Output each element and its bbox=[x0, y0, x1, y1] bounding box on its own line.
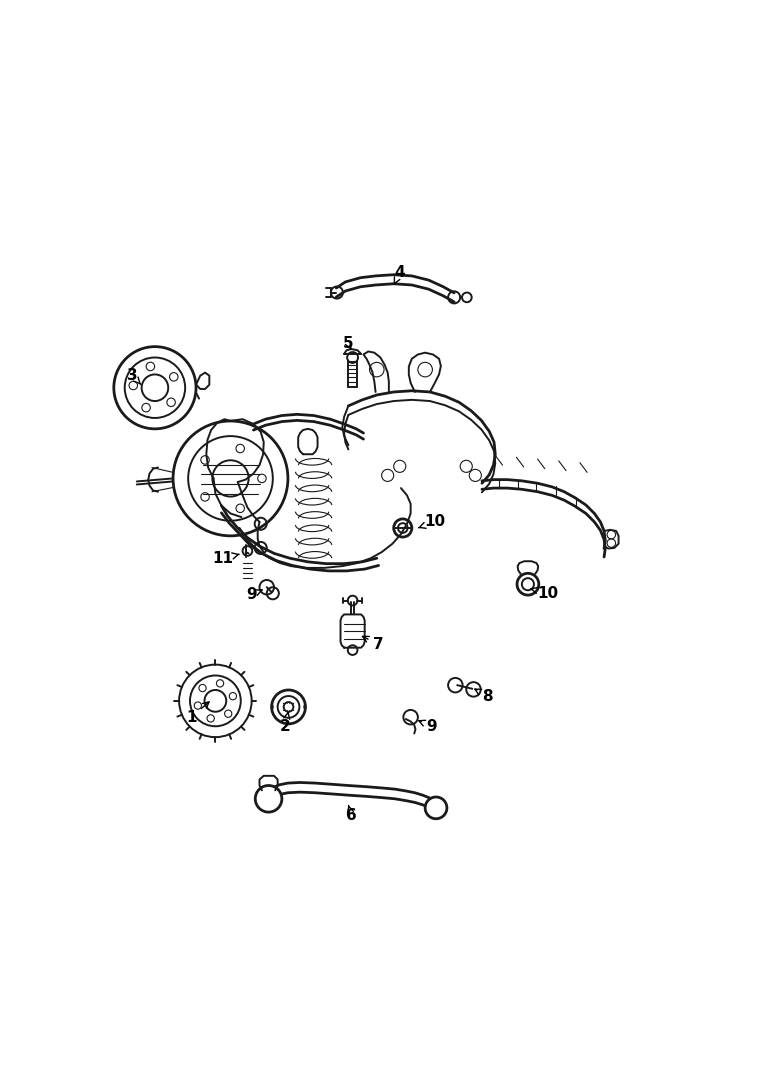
Text: 1: 1 bbox=[186, 702, 209, 724]
Text: 10: 10 bbox=[531, 586, 558, 601]
Text: 5: 5 bbox=[343, 336, 353, 351]
Text: 10: 10 bbox=[419, 515, 445, 529]
Text: 11: 11 bbox=[213, 551, 239, 566]
Text: 3: 3 bbox=[127, 368, 140, 384]
Circle shape bbox=[462, 292, 472, 302]
Text: 9: 9 bbox=[419, 719, 437, 734]
Circle shape bbox=[425, 798, 447, 818]
Text: 4: 4 bbox=[395, 265, 405, 284]
Text: 2: 2 bbox=[279, 712, 290, 734]
Text: 6: 6 bbox=[346, 805, 356, 824]
Circle shape bbox=[255, 786, 282, 812]
Text: 9: 9 bbox=[246, 587, 262, 602]
Text: 7: 7 bbox=[363, 636, 384, 652]
Text: 8: 8 bbox=[475, 688, 493, 704]
